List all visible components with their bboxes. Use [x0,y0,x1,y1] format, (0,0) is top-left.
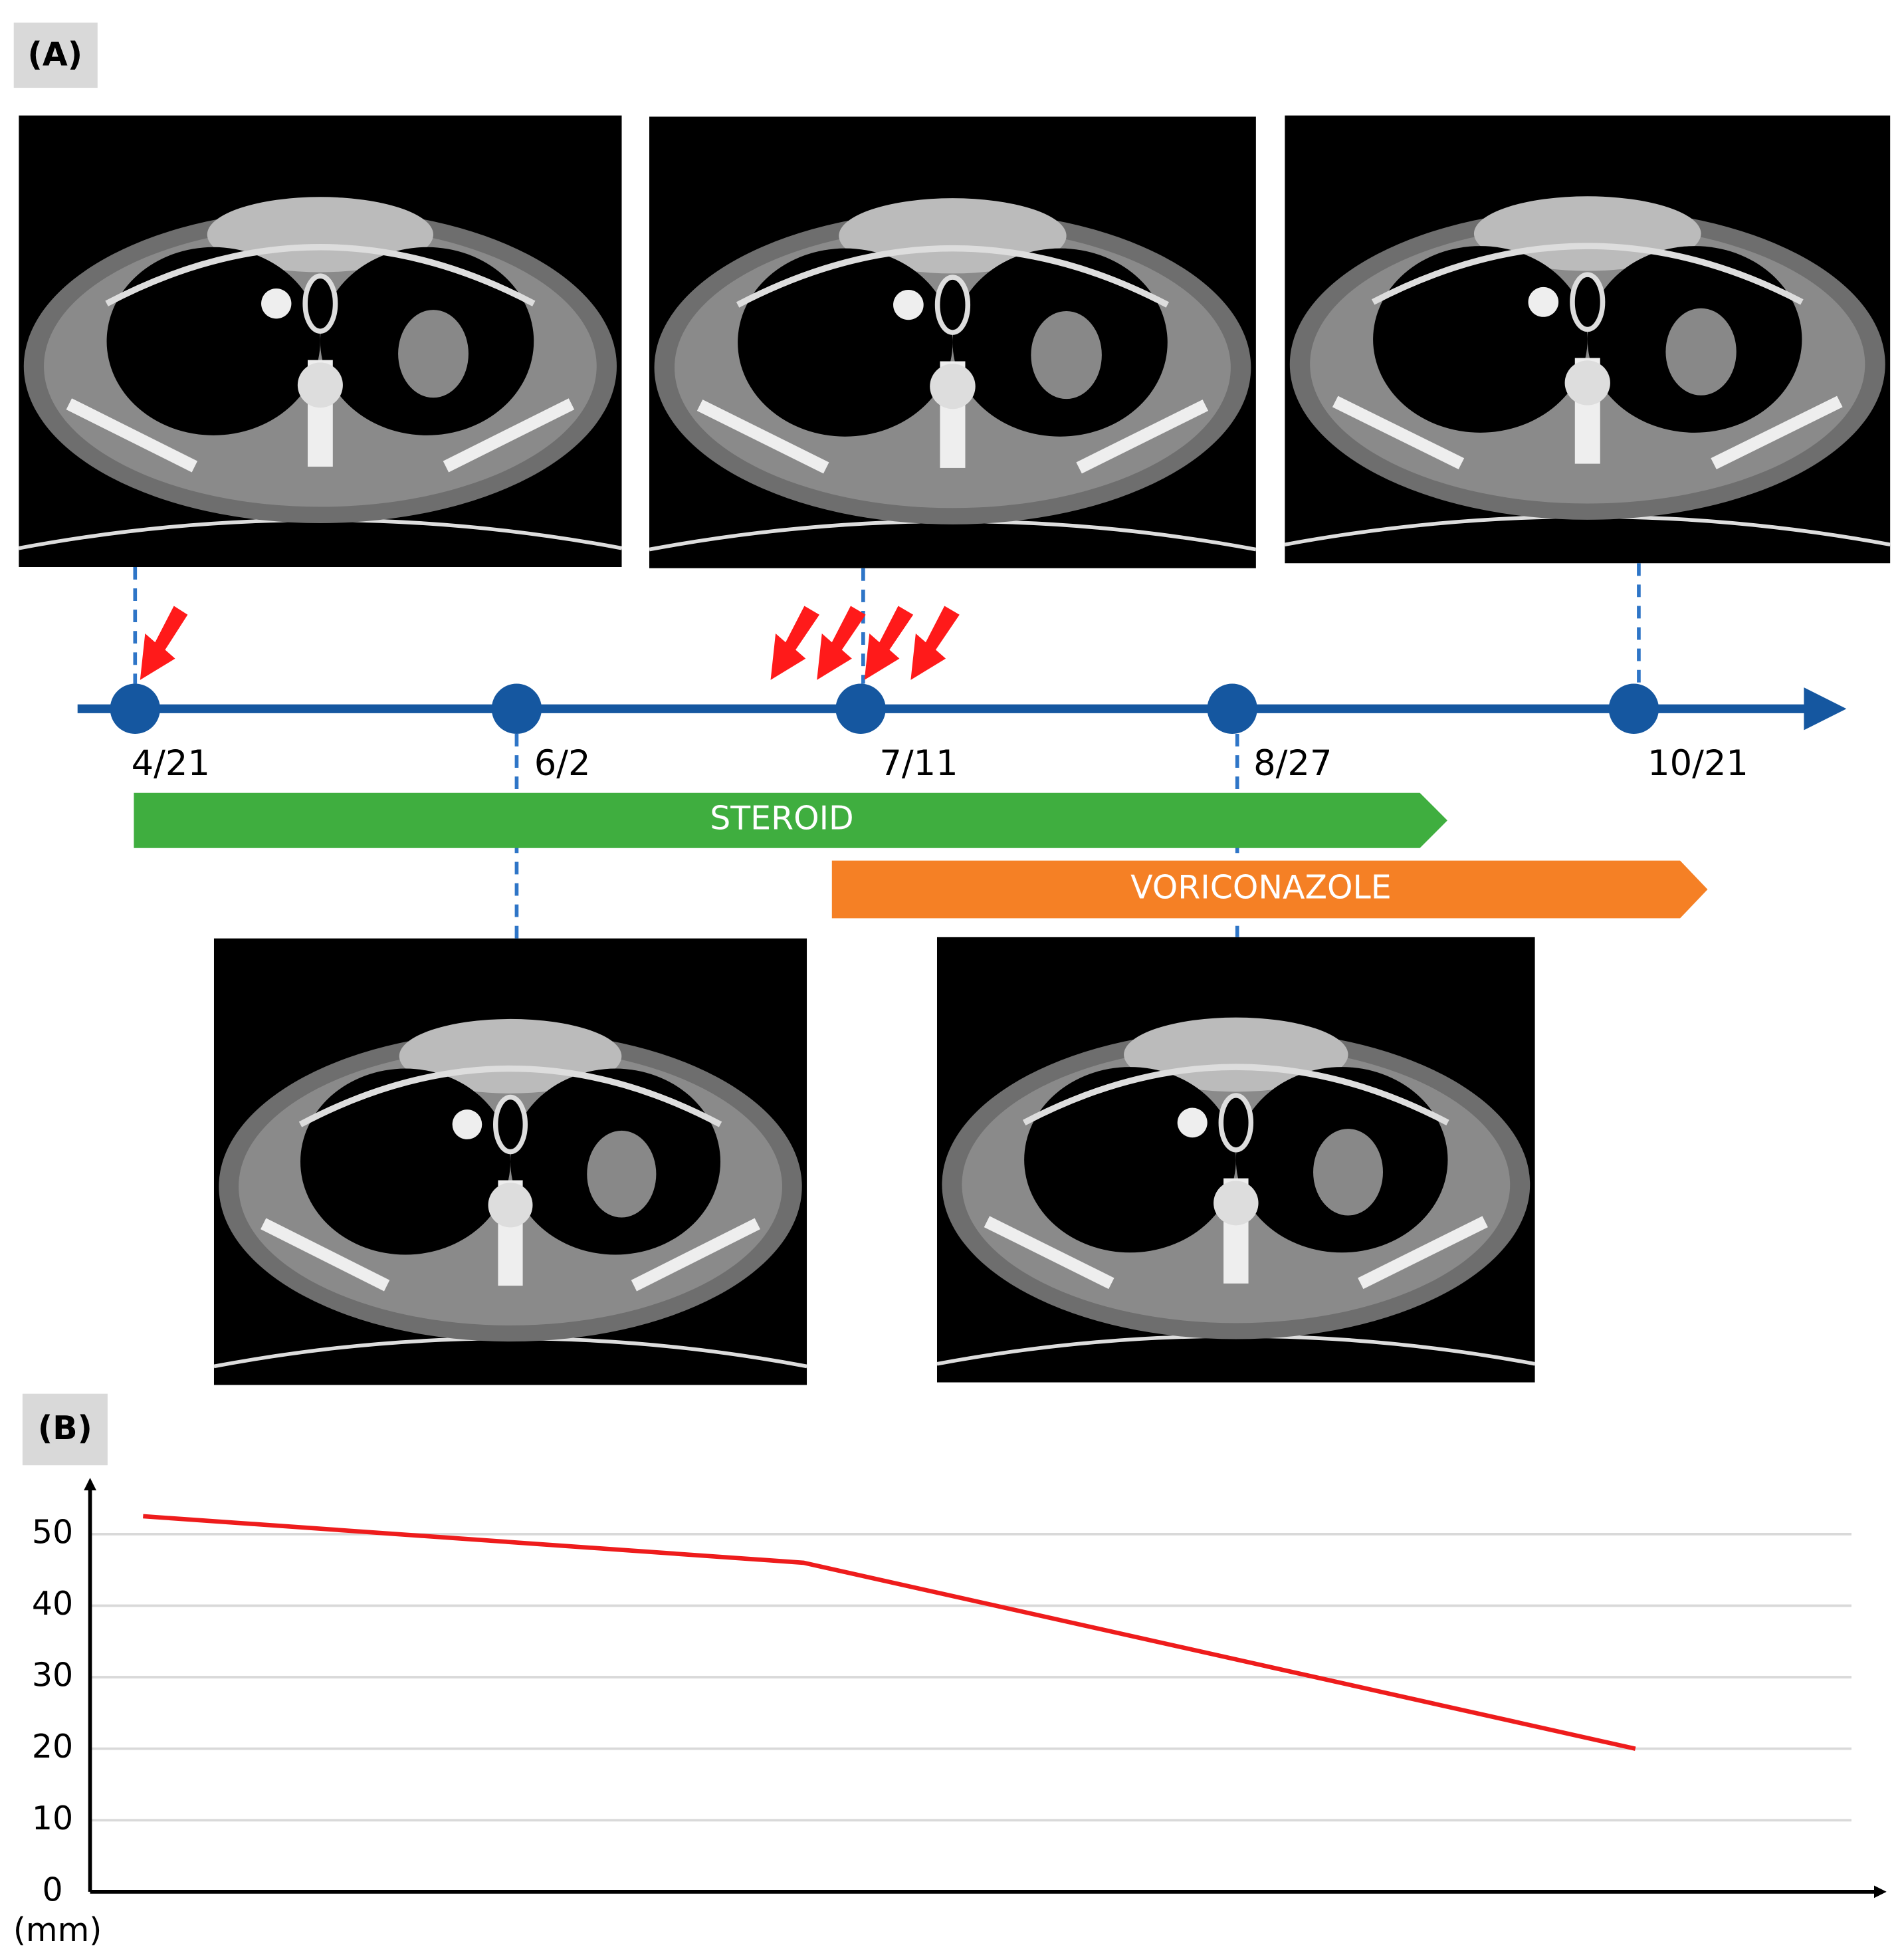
panel-label-box [22,1393,108,1466]
timeline-arrow [1804,687,1847,731]
data-line [143,1514,1636,1751]
y-tick-label: 10 [32,1799,73,1837]
ct-image [19,116,621,567]
chart: 0 10 20 30 40 50 [32,1513,1851,1908]
panel-label-box [13,22,98,88]
y-tick-label: 20 [32,1728,73,1766]
date-label: 8/27 [1253,743,1332,784]
connectors [133,563,1641,939]
y-tick-label: 50 [32,1513,73,1551]
panel-label: (A) [28,35,83,73]
y-tick-label: 30 [32,1657,73,1694]
voriconazole-bar [831,860,1708,919]
treatment-label: VORICONAZOLE [1130,868,1392,906]
date-label: 7/11 [879,743,958,784]
treatment-label: STEROID [710,800,854,838]
ct-image [214,939,807,1385]
date-label: 4/21 [132,743,210,784]
date-label: 10/21 [1647,743,1748,784]
y-unit: (mm) [13,1911,102,1949]
timeline-dates: 4/21 6/2 7/11 8/27 10/21 [132,743,1748,784]
timeline-points [110,683,1659,734]
panel-label: (B) [38,1409,92,1447]
date-label: 6/2 [534,743,591,784]
ct-image [1285,116,1890,564]
red-arrows [140,606,960,680]
ct-image [649,117,1256,568]
ct-image [937,937,1535,1383]
y-tick-label: 40 [32,1585,73,1623]
y-tick-label: 0 [42,1871,62,1908]
steroid-bar [134,792,1447,848]
